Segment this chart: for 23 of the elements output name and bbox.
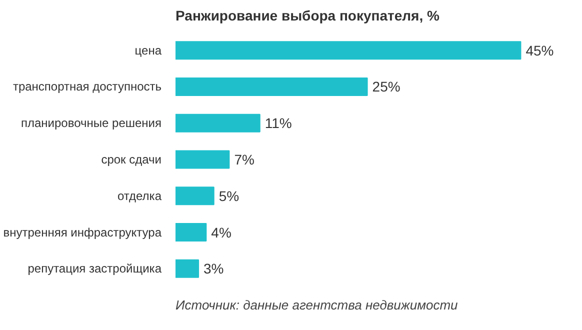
y-tick-label: цена (134, 43, 162, 58)
data-label: 11% (264, 115, 292, 132)
y-tick-label: репутация застройщика (28, 262, 162, 276)
text: Источник: данные агентства недвижимости (176, 298, 458, 312)
chart-title: Ранжирование выбора покупателя, % (176, 8, 440, 24)
data-label: 45% (526, 42, 554, 58)
y-tick-label: планировочные решения (21, 116, 162, 130)
y-tick-label: срок сдачи (101, 152, 162, 166)
bar (176, 41, 522, 60)
bar (176, 223, 207, 242)
data-label: 3% (204, 260, 224, 277)
data-label: 4% (211, 224, 232, 240)
bar (176, 114, 260, 132)
data-label: 5% (218, 188, 240, 204)
y-tick-label: отделка (118, 188, 162, 203)
bar (176, 150, 230, 169)
bar (176, 186, 214, 206)
y-tick-label: внутренняя инфраструктура (3, 225, 162, 240)
bar (176, 77, 368, 96)
data-label: 7% (234, 152, 254, 168)
y-tick-label: транспортная доступность (12, 80, 162, 94)
data-label: 25% (372, 78, 400, 95)
bar (176, 259, 200, 278)
